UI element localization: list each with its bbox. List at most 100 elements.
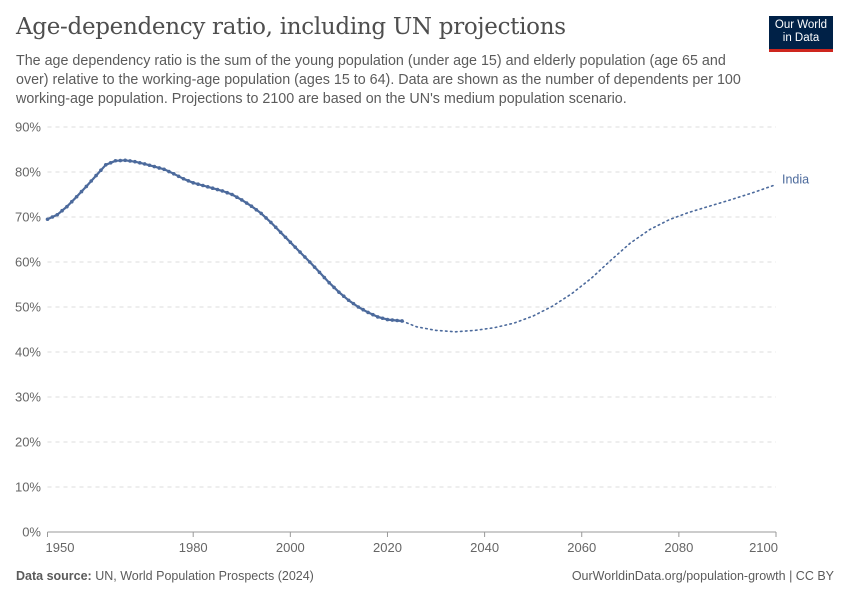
x-tick-label: 2000 — [276, 540, 305, 555]
data-point — [176, 174, 181, 179]
data-point — [264, 216, 268, 220]
data-point — [128, 159, 132, 163]
data-point — [55, 212, 60, 217]
data-point — [385, 317, 390, 322]
data-point — [249, 204, 254, 208]
data-point — [366, 310, 370, 315]
data-point — [103, 163, 108, 167]
data-point — [254, 208, 259, 212]
source-text[interactable]: UN, World Population Prospects (2024) — [95, 569, 314, 583]
y-tick-label: 40% — [15, 345, 41, 360]
data-point — [332, 285, 336, 290]
data-point — [312, 265, 317, 269]
data-point — [94, 173, 98, 178]
data-point — [201, 183, 205, 188]
data-point — [196, 182, 200, 186]
data-point — [244, 201, 249, 205]
data-point — [50, 215, 55, 219]
data-point — [210, 186, 215, 190]
data-point — [215, 187, 220, 192]
series-label: India — [782, 173, 809, 187]
x-tick-label: 2060 — [567, 540, 596, 555]
data-point — [225, 190, 229, 195]
data-point — [298, 250, 302, 254]
data-point — [288, 240, 293, 244]
data-point — [341, 294, 346, 299]
data-point — [220, 189, 225, 193]
owid-logo[interactable]: Our World in Data — [769, 16, 833, 52]
data-point — [239, 198, 244, 202]
data-point — [162, 167, 166, 172]
source-label: Data source: — [16, 569, 92, 583]
data-point — [337, 290, 341, 294]
data-point — [181, 176, 186, 181]
x-tick-label: 2020 — [373, 540, 402, 555]
data-point — [307, 260, 312, 264]
data-point — [84, 184, 89, 189]
y-tick-label: 30% — [15, 390, 41, 405]
data-point — [380, 316, 385, 321]
data-point — [395, 318, 399, 323]
y-tick-label: 20% — [15, 435, 41, 450]
data-point — [235, 195, 239, 199]
y-tick-label: 80% — [15, 165, 41, 180]
y-tick-label: 90% — [15, 120, 41, 135]
data-point — [147, 163, 152, 168]
x-tick-label: 2100 — [749, 540, 778, 555]
data-point — [65, 204, 69, 209]
data-point — [79, 189, 84, 194]
data-point — [60, 208, 64, 213]
data-point — [371, 312, 375, 317]
data-point — [375, 315, 380, 319]
data-point — [152, 164, 157, 169]
projected-line — [401, 183, 777, 333]
chart-title: Age-dependency ratio, including UN proje… — [16, 14, 566, 40]
data-point — [346, 298, 351, 303]
x-tick-label: 1950 — [46, 540, 75, 555]
data-point — [259, 211, 263, 216]
x-tick-label: 2080 — [664, 540, 693, 555]
data-point — [361, 307, 365, 312]
data-point — [69, 199, 74, 204]
data-point — [390, 318, 395, 322]
data-point — [74, 194, 79, 199]
data-source: Data source: UN, World Population Prospe… — [16, 569, 314, 583]
data-point — [230, 192, 234, 197]
data-point — [123, 158, 128, 163]
data-point — [133, 159, 137, 164]
data-point — [278, 230, 283, 235]
y-tick-label: 0% — [22, 525, 41, 540]
data-point — [113, 158, 118, 163]
data-point — [89, 179, 94, 183]
data-point — [351, 301, 356, 306]
historical-line — [47, 159, 403, 323]
y-tick-label: 70% — [15, 210, 41, 225]
data-point — [118, 158, 123, 163]
data-point — [45, 217, 50, 222]
data-point — [269, 220, 273, 225]
data-point — [273, 225, 278, 230]
data-point — [137, 160, 142, 165]
data-point — [171, 172, 176, 176]
data-point — [303, 255, 307, 259]
y-tick-label: 10% — [15, 480, 41, 495]
y-tick-label: 50% — [15, 300, 41, 315]
data-point — [205, 185, 210, 189]
license-link[interactable]: OurWorldinData.org/population-growth | C… — [571, 569, 834, 583]
data-point — [167, 169, 171, 174]
data-point — [356, 305, 361, 309]
x-tick-label: 2040 — [470, 540, 499, 555]
x-tick-label: 1980 — [179, 540, 208, 555]
data-point — [186, 178, 191, 183]
data-point — [191, 181, 195, 185]
data-point — [327, 280, 331, 285]
data-point — [142, 162, 147, 166]
data-point — [108, 160, 113, 165]
data-point — [283, 235, 288, 240]
data-point — [317, 270, 322, 275]
data-point — [99, 168, 103, 172]
data-point — [322, 275, 327, 280]
data-point — [293, 245, 297, 249]
chart-subtitle: The age dependency ratio is the sum of t… — [16, 53, 741, 107]
